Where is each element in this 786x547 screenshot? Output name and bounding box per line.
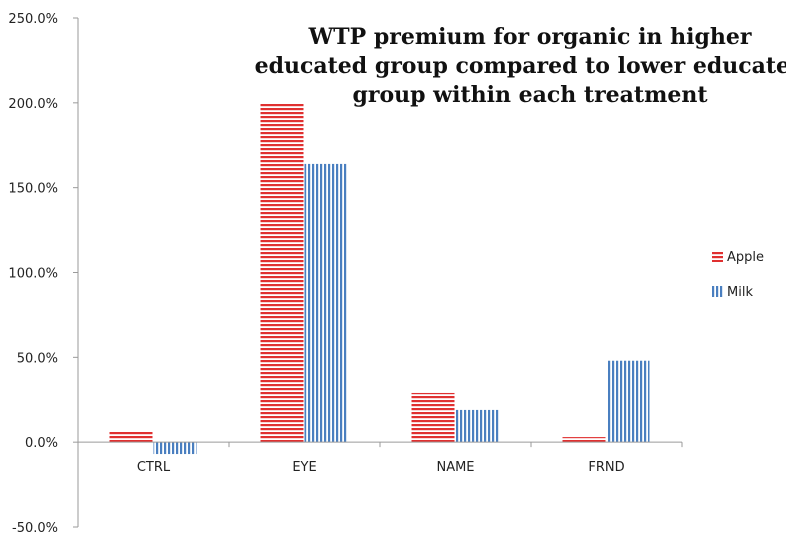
legend-label-apple: Apple — [727, 250, 764, 265]
chart-title-line: educated group compared to lower educate… — [255, 53, 786, 79]
legend-swatch-apple — [712, 251, 723, 262]
x-tick-label: NAME — [436, 460, 474, 475]
x-tick-label: FRND — [588, 460, 624, 475]
chart-title-line: WTP premium for organic in higher — [308, 24, 752, 50]
bar-apple-eye — [260, 102, 304, 443]
bar-milk-frnd — [606, 360, 650, 443]
y-tick-label: 50.0% — [17, 351, 58, 366]
bar-milk-ctrl — [153, 442, 197, 455]
bar-milk-eye — [304, 163, 348, 443]
x-tick-label: EYE — [292, 460, 316, 475]
y-tick-label: 200.0% — [8, 97, 58, 112]
chart-title: WTP premium for organic in higher educate… — [255, 24, 786, 108]
legend-label-milk: Milk — [727, 285, 753, 300]
y-tick-label: 0.0% — [25, 436, 58, 451]
y-tick-label: 100.0% — [8, 267, 58, 282]
legend: Apple Milk — [712, 250, 764, 300]
chart-title-line: group within each treatment — [352, 82, 708, 108]
x-axis: CTRL EYE NAME FRND — [78, 441, 683, 475]
bar-apple-frnd — [562, 437, 606, 443]
y-tick-label: 150.0% — [8, 182, 58, 197]
y-tick-label: 250.0% — [8, 12, 58, 27]
x-tick-label: CTRL — [137, 460, 171, 475]
bar-milk-name — [455, 409, 499, 443]
bar-apple-ctrl — [109, 431, 153, 443]
y-tick-label: -50.0% — [12, 521, 58, 536]
bar-apple-name — [411, 392, 455, 443]
y-axis: -50.0% 0.0% 50.0% 100.0% 150.0% 200.0% 250.0% — [8, 12, 79, 536]
legend-swatch-milk — [712, 286, 723, 297]
bars — [109, 102, 650, 455]
